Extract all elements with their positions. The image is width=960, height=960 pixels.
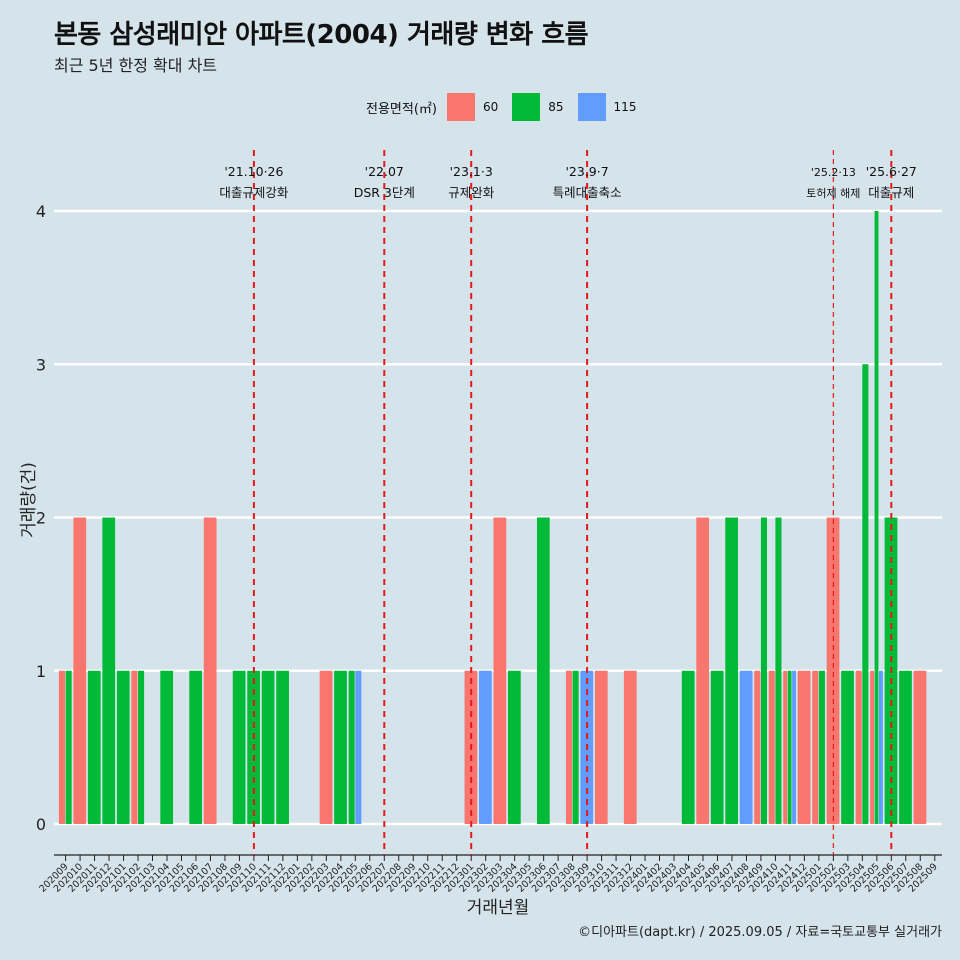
x-axis-title: 거래년월 (467, 898, 530, 918)
bar-60-202409 (754, 670, 761, 824)
legend-swatch-85 (512, 93, 541, 121)
event-label-202506: 대출규제 (868, 185, 914, 200)
chart-title: 본동 삼성래미안 아파트(2004) 거래량 변화 흐름 (54, 20, 589, 50)
event-date-202502: '25.2·13 (811, 166, 856, 179)
event-date-202207: '22.07 (365, 164, 404, 179)
event-date-202309: '23.9·7 (565, 164, 608, 179)
chart-subtitle: 최근 5년 한정 확대 차트 (54, 56, 218, 75)
bar-60-202107 (203, 517, 217, 824)
event-label-202502: 토허제 해제 (806, 186, 860, 200)
bar-115-202505 (879, 670, 883, 824)
bar-60-202411 (783, 670, 788, 824)
bar-115-202408 (739, 670, 753, 824)
y-tick-label: 1 (36, 662, 46, 681)
event-date-202110: '21.10·26 (224, 164, 283, 179)
bar-60-202508 (913, 670, 927, 824)
bar-60-202312 (623, 670, 637, 824)
legend-label-60: 60 (482, 100, 499, 114)
bar-60-202504 (855, 670, 862, 824)
bar-60-202405 (696, 517, 710, 824)
bar-85-202407 (725, 517, 739, 824)
bar-85-202205 (348, 670, 355, 824)
bar-85-202410 (775, 517, 782, 824)
bar-115-202302 (479, 670, 492, 824)
bar-85-202104 (160, 670, 174, 824)
legend-swatch-115 (577, 93, 606, 121)
legend-swatch-60 (446, 93, 475, 121)
bar-60-202303 (493, 517, 507, 824)
bar-85-202504 (862, 364, 869, 824)
bar-85-202012 (102, 517, 116, 824)
legend: 전용면적(㎡) 60 85 115 (366, 92, 650, 122)
bar-85-202304 (507, 670, 521, 824)
event-date-202506: '25.6·27 (866, 164, 917, 179)
bar-60-202009 (58, 670, 65, 824)
bar-85-202204 (334, 670, 347, 824)
event-label-202309: 특례대출축소 (553, 185, 622, 200)
y-tick-label: 2 (36, 509, 46, 528)
bar-115-202411 (792, 670, 796, 824)
bar-60-202203 (319, 670, 333, 824)
bar-60-202501 (812, 670, 819, 824)
bar-85-202106 (189, 670, 203, 824)
legend-title: 전용면적(㎡) (366, 101, 437, 117)
bar-85-202102 (138, 670, 145, 824)
legend-item-85: 85 (512, 93, 564, 121)
bar-85-202404 (681, 670, 695, 824)
event-label-202301: 규제완화 (448, 185, 495, 200)
bar-60-202102 (131, 670, 138, 824)
legend-label-115: 115 (613, 100, 637, 114)
bar-60-202502 (826, 517, 840, 824)
bar-85-202009 (65, 670, 72, 824)
source-footer: ©디아파트(dapt.kr) / 2025.09.05 / 자료=국토교통부 실… (578, 925, 942, 940)
bar-60-202505 (870, 670, 874, 824)
bar-85-202503 (841, 670, 854, 824)
bar-85-202112 (276, 670, 289, 824)
bar-85-202505 (874, 211, 879, 824)
y-axis-title: 거래량(건) (19, 462, 39, 538)
bar-115-202205 (355, 670, 362, 824)
bar-85-202308 (572, 670, 579, 824)
bar-60-202310 (594, 670, 608, 824)
event-date-202301: '23.1·3 (450, 164, 493, 179)
bar-85-202507 (899, 670, 912, 824)
event-label-202207: DSR 3단계 (354, 185, 415, 200)
bar-85-202306 (536, 517, 550, 824)
bar-85-202109 (232, 670, 246, 824)
y-tick-label: 4 (36, 202, 46, 221)
bar-60-202010 (73, 517, 87, 824)
bar-85-202411 (787, 670, 792, 824)
legend-item-60: 60 (446, 93, 499, 121)
bar-85-202501 (818, 670, 825, 824)
event-label-202110: 대출규제강화 (219, 185, 289, 200)
bar-85-202011 (87, 670, 101, 824)
y-tick-label: 0 (36, 815, 46, 834)
bar-85-202409 (760, 517, 767, 824)
bar-60-202308 (565, 670, 573, 824)
bar-60-202412 (797, 670, 811, 824)
bar-60-202410 (768, 670, 775, 824)
legend-label-85: 85 (548, 100, 564, 114)
bar-85-202111 (261, 670, 275, 824)
bar-85-202101 (116, 670, 130, 824)
bar-85-202406 (710, 670, 724, 824)
legend-item-115: 115 (577, 93, 637, 121)
y-tick-label: 3 (36, 355, 46, 374)
